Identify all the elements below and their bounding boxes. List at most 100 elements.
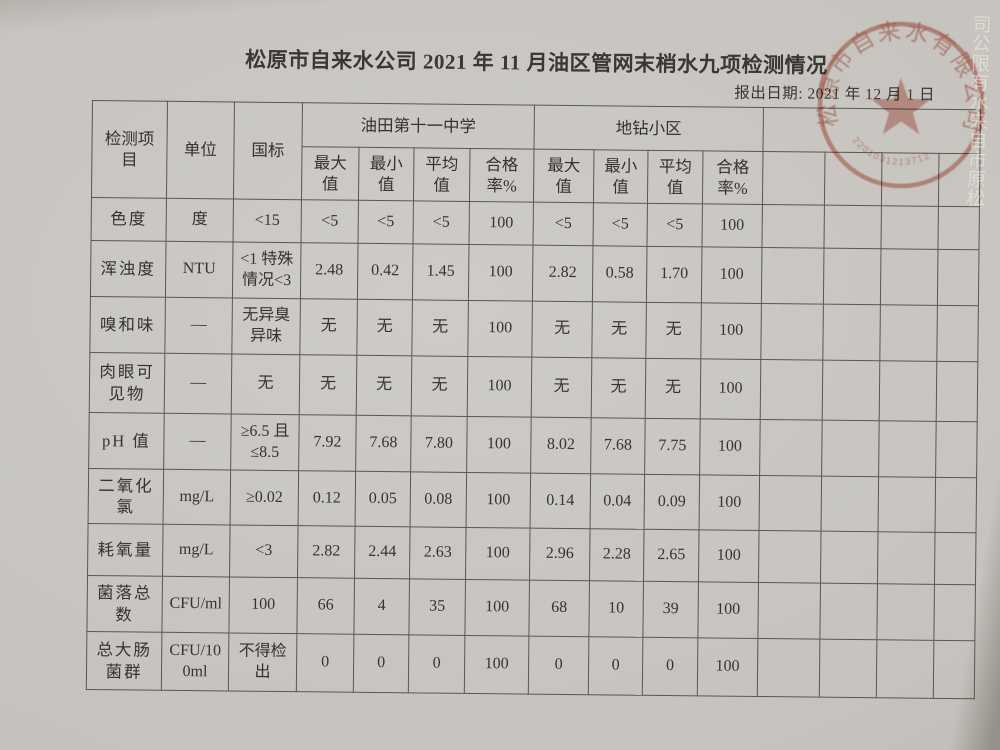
value-cell: 39 xyxy=(642,581,699,638)
report-table-body: 色度度 <15 <5 <5 <5 100 <5 <5 <5 100 浑浊度 NTU <1 特殊 情况<3… xyxy=(86,197,980,699)
col-header-item: 检测项 目 xyxy=(91,100,168,199)
value-cell: 2.28 xyxy=(589,528,645,582)
value-cell: 66 xyxy=(296,577,355,635)
item-cell: 总大肠 菌群 xyxy=(86,631,162,691)
value-cell: 7.75 xyxy=(644,418,701,475)
rate-cell: 100 xyxy=(467,300,533,358)
sub-header-avg-2: 平均 值 xyxy=(647,150,704,204)
empty-cell xyxy=(821,420,880,477)
unit-cell: — xyxy=(163,413,232,470)
empty-cell xyxy=(937,206,980,250)
rate-cell: 100 xyxy=(699,474,760,531)
value-cell: <5 xyxy=(593,202,648,247)
value-cell: <5 xyxy=(646,203,703,247)
sub-header-rate-2: 合格 率% xyxy=(702,150,763,205)
standard-cell: 无 xyxy=(231,353,300,415)
value-cell: 无 xyxy=(411,355,468,417)
empty-cell xyxy=(823,248,881,305)
value-cell: 0 xyxy=(296,633,354,693)
empty-cell xyxy=(935,477,977,533)
value-cell: 2.82 xyxy=(532,245,594,302)
page-title: 松原市自来水公司 2021 年 11 月油区管网末梢水九项检测情况 xyxy=(245,47,828,78)
value-cell: 无 xyxy=(591,301,647,359)
value-cell: <5 xyxy=(533,202,594,246)
empty-cell xyxy=(761,204,825,249)
value-cell: 1.70 xyxy=(646,246,702,303)
empty-sub-header xyxy=(938,153,980,207)
empty-cell xyxy=(933,640,975,699)
value-cell: 2.44 xyxy=(354,526,411,579)
value-cell: 0.14 xyxy=(530,473,591,529)
table-header-row-groups: 检测项 目 单位 国标 油田第十一中学 地钻小区 xyxy=(91,100,981,200)
item-cell: pH 值 xyxy=(88,412,165,470)
item-cell: 肉眼可 见物 xyxy=(89,352,165,414)
empty-cell xyxy=(759,419,823,477)
rate-cell: 100 xyxy=(469,201,534,246)
empty-cell xyxy=(820,531,879,584)
empty-cell xyxy=(757,638,820,698)
unit-cell: mg/L xyxy=(162,524,231,577)
empty-cell xyxy=(761,247,824,305)
table-row: 菌落总 数 CFU/ml 100 66 4 35 100 68 10 39 100 xyxy=(86,575,976,641)
value-cell: 7.68 xyxy=(355,415,412,472)
table-row: 总大肠 菌群 CFU/10 0ml 不得检 出 0 0 0 100 0 0 0 100 xyxy=(86,631,975,699)
item-cell: 嗅和味 xyxy=(89,296,166,354)
value-cell: 68 xyxy=(528,580,590,637)
value-cell: 无 xyxy=(531,301,593,358)
rate-cell: 100 xyxy=(697,581,759,639)
table-header: 检测项 目 单位 国标 油田第十一中学 地钻小区 最大 值 最小 值 平均 值 … xyxy=(91,100,981,207)
value-cell: 0.05 xyxy=(355,471,411,527)
empty-cell xyxy=(821,476,879,532)
empty-cell xyxy=(935,421,978,478)
standard-cell: 不得检 出 xyxy=(228,632,297,692)
unit-cell: — xyxy=(164,297,233,354)
rate-cell: 100 xyxy=(466,472,531,529)
standard-cell: <15 xyxy=(233,198,302,243)
standard-cell: <1 特殊 情况<3 xyxy=(232,241,302,299)
value-cell: 4 xyxy=(353,578,410,635)
empty-cell xyxy=(823,205,882,249)
value-cell: 7.80 xyxy=(410,415,468,473)
empty-cell xyxy=(759,475,822,532)
rate-cell: 100 xyxy=(466,416,532,474)
group-header-school: 油田第十一中学 xyxy=(302,102,535,150)
sub-header-avg-1: 平均 值 xyxy=(413,147,471,202)
empty-cell xyxy=(936,361,978,422)
table-row: 嗅和味 — 无异臭 异味无无无 100 无无无 100 xyxy=(89,296,979,362)
sub-header-rate-1: 合格 率% xyxy=(469,148,535,203)
table-row: 耗氧量 mg/L <3 2.82 2.44 2.63 100 2.96 2.28 2.65 100 xyxy=(87,523,977,585)
value-cell: 2.96 xyxy=(529,528,591,581)
empty-cell xyxy=(877,531,936,585)
standard-cell: 100 xyxy=(228,576,298,634)
rate-cell: 100 xyxy=(464,635,529,695)
item-cell: 耗氧量 xyxy=(87,523,164,577)
value-cell: 0 xyxy=(588,636,643,696)
value-cell: 无 xyxy=(411,299,469,357)
value-cell: 无 xyxy=(645,358,701,419)
value-cell: 无 xyxy=(645,302,702,359)
empty-cell xyxy=(933,584,976,641)
empty-cell xyxy=(876,639,934,699)
value-cell: 0.04 xyxy=(590,473,645,530)
empty-cell xyxy=(822,304,881,361)
empty-sub-header xyxy=(824,152,882,206)
value-cell: 无 xyxy=(356,355,412,416)
value-cell: 8.02 xyxy=(530,417,592,474)
report-table: 检测项 目 单位 国标 油田第十一中学 地钻小区 最大 值 最小 值 平均 值 … xyxy=(86,100,981,699)
col-header-standard: 国标 xyxy=(233,101,303,200)
sub-header-max-1: 最大 值 xyxy=(301,146,360,201)
empty-cell xyxy=(879,304,938,362)
empty-cell xyxy=(878,420,937,478)
value-cell: 7.68 xyxy=(590,417,646,475)
value-cell: 无 xyxy=(299,298,358,356)
empty-cell xyxy=(822,360,880,421)
value-cell: 0.09 xyxy=(644,474,700,530)
sub-header-max-2: 最大 值 xyxy=(533,149,595,203)
value-cell: 0.12 xyxy=(298,470,356,527)
rate-cell: 100 xyxy=(464,579,530,637)
report-document: 松原市自来水公司 2021 年 11 月油区管网末梢水九项检测情况 报出日期: … xyxy=(85,0,981,750)
table-row: 浑浊度 NTU <1 特殊 情况<3 2.48 0.42 1.45 100 2.82 0.58 1… xyxy=(90,240,979,306)
value-cell: 无 xyxy=(591,357,646,419)
empty-cell xyxy=(760,303,824,361)
